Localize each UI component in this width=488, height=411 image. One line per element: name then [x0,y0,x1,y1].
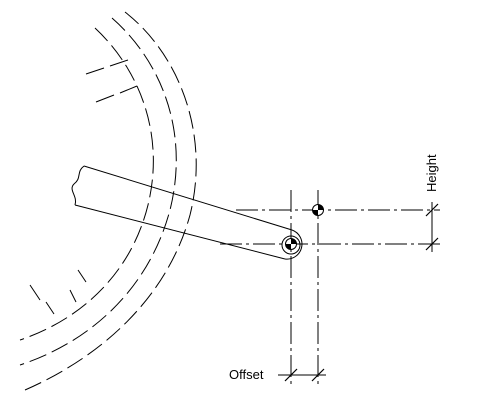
arm-link [71,165,303,260]
radial-dash-lower-1 [29,284,41,301]
radial-dash-lower-2 [45,301,55,315]
radial-dash-upper-4 [119,85,138,94]
center-lines [220,190,440,385]
track-arc-inner [24,11,197,391]
offset-tick-right [311,368,325,382]
height-dimension: Height [424,154,439,252]
offset-dimension: Offset [229,367,326,382]
arm-lower-edge [74,204,286,260]
height-tick-top [425,203,439,217]
height-label: Height [424,154,439,192]
track-arc-outer [19,17,177,366]
height-tick-bottom [425,237,439,251]
offset-label: Offset [229,367,264,382]
radial-dash-lower-3 [69,289,77,303]
track-arc-middle [19,27,154,341]
arm-upper-edge [83,165,293,231]
radial-dash-upper-3 [95,94,115,103]
radial-dash-upper-2 [109,59,129,67]
radial-dash-upper-1 [85,67,105,75]
arm-break-end [71,165,85,206]
target-cog-icon [312,204,324,216]
pivot-cog-icon [285,238,297,250]
radial-dash-lower-4 [77,269,87,283]
offset-tick-left [284,368,298,382]
arm-rounded-end [284,229,303,260]
curved-track [19,11,197,391]
